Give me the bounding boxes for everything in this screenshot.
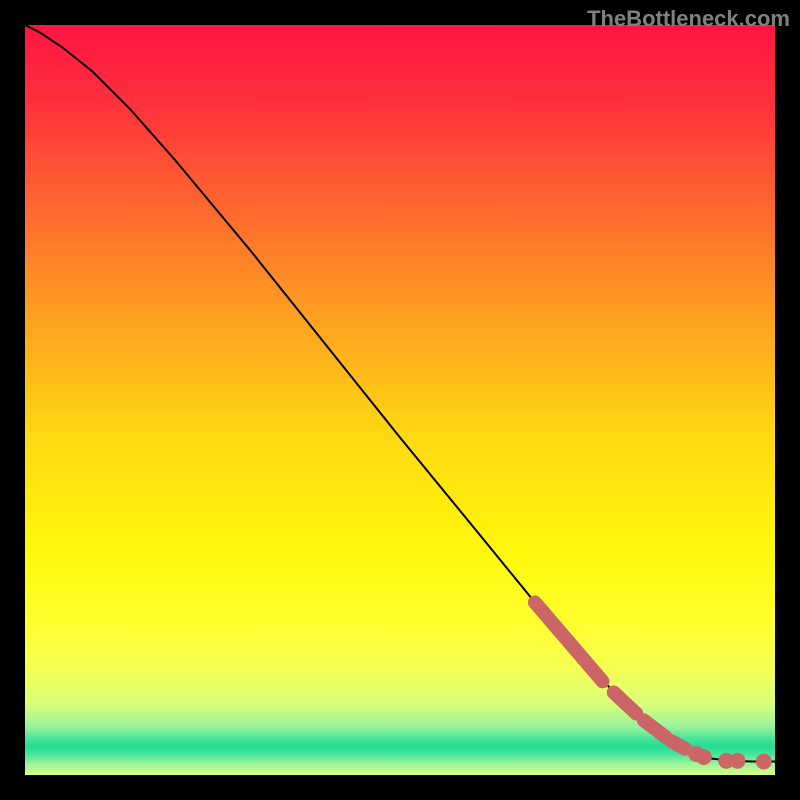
plot-gradient-background [25, 25, 775, 775]
highlight-dot [730, 753, 746, 769]
highlight-segment [672, 741, 686, 749]
highlight-dot [756, 754, 772, 770]
highlight-dot [696, 749, 712, 765]
bottleneck-chart: TheBottleneck.com [0, 0, 800, 800]
attribution-text: TheBottleneck.com [587, 6, 790, 31]
